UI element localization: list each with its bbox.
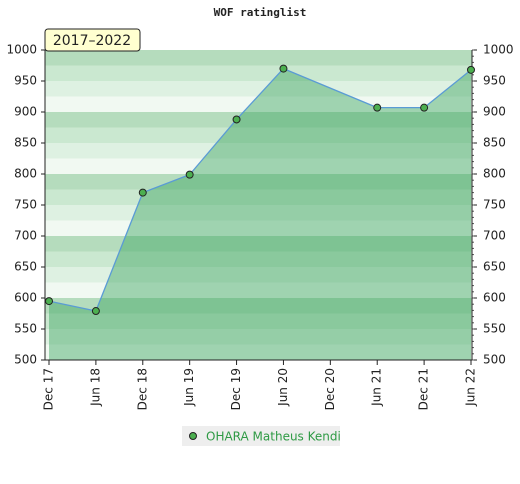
- x-tick-label: Dec 18: [135, 368, 149, 410]
- plot-area: [45, 50, 472, 361]
- point: [138, 188, 147, 197]
- x-tick-label: Jun 20: [276, 368, 290, 407]
- y2-tick-label: 550: [483, 322, 506, 336]
- y-tick-label: 650: [14, 260, 37, 274]
- y2-tick-label: 850: [483, 136, 506, 150]
- y2-tick-label: 600: [483, 291, 506, 305]
- point: [232, 115, 241, 124]
- band: [45, 143, 472, 159]
- line-segment: [423, 69, 472, 109]
- y-tick-label: 950: [14, 74, 37, 88]
- y-tick-label: 850: [14, 136, 37, 150]
- band: [45, 112, 472, 128]
- y2-tick-label: 700: [483, 229, 506, 243]
- line-segment: [48, 300, 97, 312]
- y2-tick-label: 650: [483, 260, 506, 274]
- band: [45, 205, 472, 221]
- legend-label: OHARA Matheus Kendi: [206, 430, 341, 444]
- point: [420, 103, 429, 112]
- x-tick-label: Dec 21: [417, 368, 431, 410]
- point: [467, 65, 475, 74]
- chart-title: WOF ratinglist: [214, 6, 307, 19]
- band: [45, 236, 472, 252]
- y-tick-label: 700: [14, 229, 37, 243]
- y2-tick-label: 950: [483, 74, 506, 88]
- y-tick-label: 900: [14, 105, 37, 119]
- band: [45, 127, 472, 144]
- band: [45, 158, 472, 175]
- y2-tick-label: 1000: [483, 43, 514, 57]
- badge: 2017–2022: [53, 33, 131, 49]
- x-tick-label: Dec 19: [229, 368, 243, 410]
- band: [45, 313, 472, 330]
- y-tick-label: 600: [14, 291, 37, 305]
- band: [45, 344, 472, 361]
- point: [45, 297, 53, 306]
- area: [49, 68, 471, 360]
- band: [45, 96, 472, 113]
- y2-tick-label: 800: [483, 167, 506, 181]
- line-segment: [95, 192, 144, 312]
- x-tick-label: Jun 19: [182, 368, 196, 407]
- band: [45, 81, 472, 97]
- x-tick-label: Dec 17: [42, 368, 56, 410]
- x-tick-label: Jun 22: [464, 368, 478, 407]
- y-tick-label: 750: [14, 198, 37, 212]
- band: [45, 189, 472, 206]
- line-segment: [283, 67, 378, 109]
- badge-box: [44, 28, 141, 52]
- y-tick-label: 1000: [6, 43, 37, 57]
- band: [45, 174, 472, 190]
- band: [45, 220, 472, 237]
- legend: [182, 426, 340, 446]
- band: [45, 251, 472, 268]
- y2-tick-label: 500: [483, 353, 506, 367]
- band: [45, 267, 472, 283]
- legend-marker: [189, 432, 197, 440]
- x-tick-label: Jun 18: [88, 368, 102, 407]
- band: [45, 50, 472, 66]
- band: [45, 298, 472, 314]
- point: [91, 307, 100, 316]
- point: [279, 64, 288, 73]
- point: [373, 103, 382, 112]
- band: [45, 282, 472, 299]
- line-segment: [189, 119, 238, 176]
- y-tick-label: 550: [14, 322, 37, 336]
- y-tick-label: 800: [14, 167, 37, 181]
- x-tick-label: Dec 20: [323, 368, 337, 410]
- x-tick-label: Jun 21: [370, 368, 384, 407]
- y-tick-label: 500: [14, 353, 37, 367]
- band: [45, 65, 472, 82]
- y2-tick-label: 900: [483, 105, 506, 119]
- point: [185, 170, 194, 179]
- band: [45, 329, 472, 345]
- line-segment: [236, 68, 284, 120]
- y2-tick-label: 750: [483, 198, 506, 212]
- line-segment: [142, 174, 190, 194]
